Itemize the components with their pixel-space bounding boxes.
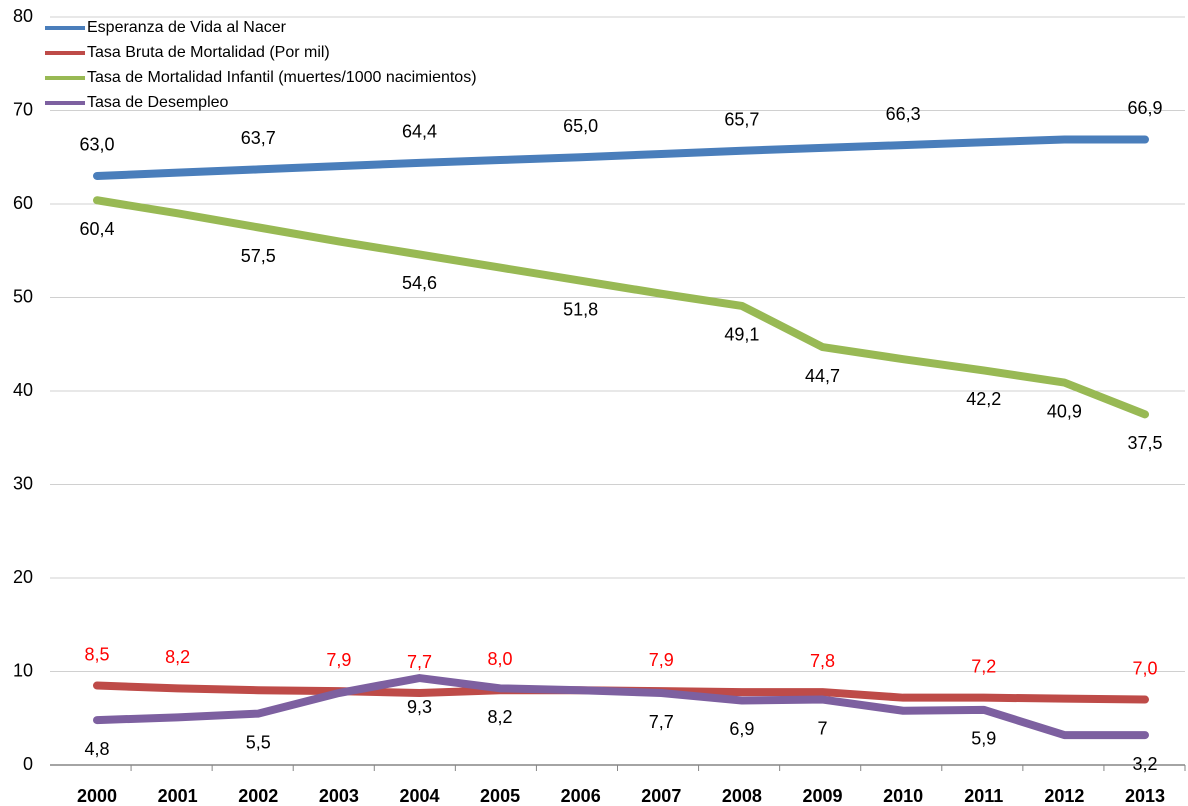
y-tick-label: 40 (13, 380, 33, 400)
y-tick-label: 70 (13, 99, 33, 119)
data-label: 6,9 (729, 719, 754, 739)
data-label: 66,9 (1127, 98, 1162, 118)
data-label: 8,5 (84, 644, 109, 664)
data-label: 7 (818, 718, 828, 738)
data-label: 64,4 (402, 122, 437, 142)
data-label: 7,7 (407, 652, 432, 672)
data-label: 63,7 (241, 128, 276, 148)
data-label: 40,9 (1047, 401, 1082, 421)
data-label: 65,0 (563, 116, 598, 136)
x-tick-label: 2006 (561, 786, 601, 806)
x-tick-label: 2013 (1125, 786, 1165, 806)
y-tick-label: 80 (13, 6, 33, 26)
data-label: 5,9 (971, 729, 996, 749)
x-tick-label: 2003 (319, 786, 359, 806)
x-tick-label: 2005 (480, 786, 520, 806)
x-tick-label: 2002 (238, 786, 278, 806)
data-label: 54,6 (402, 273, 437, 293)
legend-label: Tasa de Mortalidad Infantil (muertes/100… (87, 69, 477, 86)
data-label: 3,2 (1132, 754, 1157, 774)
x-tick-label: 2000 (77, 786, 117, 806)
y-tick-label: 60 (13, 193, 33, 213)
data-label: 5,5 (246, 732, 271, 752)
data-label: 9,3 (407, 697, 432, 717)
data-label: 51,8 (563, 299, 598, 319)
x-tick-label: 2011 (964, 786, 1003, 806)
data-label: 7,2 (971, 656, 996, 676)
data-label: 7,0 (1132, 658, 1157, 678)
y-tick-label: 20 (13, 567, 33, 587)
data-label: 4,8 (84, 739, 109, 759)
x-tick-label: 2008 (722, 786, 762, 806)
data-label: 42,2 (966, 389, 1001, 409)
legend-label: Tasa Bruta de Mortalidad (Por mil) (87, 44, 330, 61)
series-line (93, 135, 1149, 180)
series-line (93, 196, 1149, 419)
data-label: 44,7 (805, 366, 840, 386)
legend-label: Esperanza de Vida al Nacer (87, 19, 287, 36)
data-label: 8,2 (165, 647, 190, 667)
x-tick-label: 2001 (158, 786, 198, 806)
legend: Esperanza de Vida al Nacer Tasa Bruta de … (45, 19, 477, 111)
data-label: 37,5 (1127, 433, 1162, 453)
data-label: 7,9 (649, 650, 674, 670)
data-label: 49,1 (724, 325, 759, 345)
x-tick-label: 2009 (803, 786, 843, 806)
data-label: 60,4 (79, 219, 114, 239)
series-line (93, 674, 1149, 740)
data-label: 57,5 (241, 246, 276, 266)
y-tick-label: 10 (13, 660, 33, 680)
data-label: 7,7 (649, 712, 674, 732)
x-tick-label: 2010 (883, 786, 923, 806)
data-label: 8,0 (488, 649, 513, 669)
x-tick-label: 2004 (399, 786, 439, 806)
x-tick-label: 2012 (1044, 786, 1084, 806)
y-tick-label: 50 (13, 286, 33, 306)
data-label: 65,7 (724, 109, 759, 129)
data-label: 7,9 (326, 650, 351, 670)
data-label: 66,3 (886, 104, 921, 124)
legend-label: Tasa de Desempleo (87, 94, 229, 111)
data-label: 7,8 (810, 651, 835, 671)
x-tick-label: 2007 (641, 786, 681, 806)
y-tick-label: 0 (23, 754, 33, 774)
data-label: 63,0 (79, 135, 114, 155)
data-label: 8,2 (488, 707, 513, 727)
y-tick-label: 30 (13, 473, 33, 493)
